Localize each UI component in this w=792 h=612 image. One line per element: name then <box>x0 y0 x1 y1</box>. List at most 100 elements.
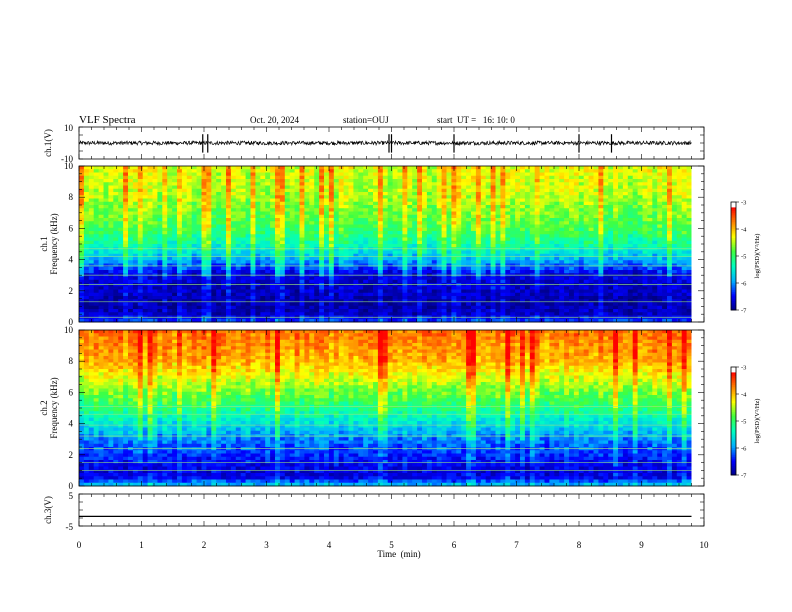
spectrogram-cell <box>181 234 188 238</box>
spectrogram-cell <box>637 198 643 203</box>
spectrogram-cell <box>289 166 295 170</box>
spectrogram-cell <box>270 185 276 190</box>
spectrogram-cell <box>603 185 609 190</box>
spectrogram-cell <box>348 195 354 199</box>
spectrogram-cell <box>490 231 496 235</box>
spectrogram-cell <box>162 179 168 183</box>
spectrogram-cell <box>627 279 634 284</box>
spectrogram-cell <box>235 185 242 190</box>
spectrogram-cell <box>132 276 139 281</box>
spectrogram-cell <box>299 192 305 196</box>
spectrogram-cell <box>583 276 589 281</box>
spectrogram-cell <box>627 192 634 196</box>
spectrogram-cell <box>569 169 575 173</box>
spectrogram-cell <box>230 182 237 186</box>
spectrogram-cell <box>642 234 648 238</box>
spectrogram-cell <box>515 205 521 209</box>
spectrogram-cell <box>412 237 418 242</box>
spectrogram-cell <box>652 169 658 173</box>
spectrogram-cell <box>377 289 384 294</box>
spectrogram-cell <box>510 175 516 180</box>
spectrogram-cell <box>265 205 271 209</box>
spectrogram-cell <box>412 208 418 212</box>
spectrogram-cell <box>529 224 536 229</box>
spectrogram-cell <box>520 192 526 196</box>
spectrogram-cell <box>235 224 242 229</box>
spectrogram-cell <box>471 234 477 238</box>
spectrogram-cell <box>289 218 295 222</box>
spectrogram-cell <box>245 286 251 290</box>
spectrogram-cell <box>177 211 183 216</box>
spectrogram-cell <box>83 198 90 203</box>
spectrogram-cell <box>392 253 398 258</box>
spectrogram-cell <box>500 286 506 290</box>
spectrogram-cell <box>250 253 256 258</box>
spectrogram-cell <box>583 244 589 248</box>
spectrogram-cell <box>284 270 291 274</box>
spectrogram-cell <box>608 266 614 271</box>
spectrogram-cell <box>279 260 286 264</box>
spectrogram-cell <box>662 253 668 258</box>
spectrogram-cell <box>569 192 575 196</box>
spectrogram-cell <box>98 179 104 183</box>
spectrogram-cell <box>544 205 550 209</box>
spectrogram-cell <box>431 179 438 183</box>
spectrogram-cell <box>132 214 139 219</box>
spectrogram-cell <box>539 231 545 235</box>
spectrogram-cell <box>265 231 271 235</box>
spectrogram-cell <box>618 224 624 229</box>
spectrogram-cell <box>338 231 344 235</box>
spectrogram-cell <box>569 263 575 268</box>
spectrogram-cell <box>441 270 447 274</box>
spectrogram-cell <box>490 218 496 222</box>
spectrogram-cell <box>578 250 585 255</box>
spectrogram-cell <box>652 240 658 245</box>
spectrogram-cell <box>412 240 418 245</box>
spectrogram-cell <box>544 221 550 225</box>
spectrogram-cell <box>676 237 683 242</box>
spectrogram-cell <box>230 276 237 281</box>
spectrogram-cell <box>279 234 286 238</box>
spectrogram-cell <box>221 221 227 225</box>
spectrogram-cell <box>397 240 403 245</box>
spectrogram-cell <box>407 234 413 238</box>
spectrogram-cell <box>642 253 648 258</box>
spectrogram-cell <box>500 244 506 248</box>
spectrogram-cell <box>343 260 349 264</box>
spectrogram-cell <box>573 279 580 284</box>
spectrogram-cell <box>260 231 266 235</box>
spectrogram-cell <box>559 221 565 225</box>
spectrogram-cell <box>417 240 423 245</box>
spectrogram-cell <box>299 179 305 183</box>
spectrogram-cell <box>426 188 433 193</box>
spectrogram-cell <box>147 208 153 212</box>
spectrogram-cell <box>632 208 638 212</box>
spectrogram-cell <box>485 205 491 209</box>
spectrogram-cell <box>618 266 624 271</box>
spectrogram-cell <box>368 198 374 203</box>
spectrogram-cell <box>358 237 364 242</box>
spectrogram-cell <box>515 201 521 206</box>
spectrogram-cell <box>407 182 413 186</box>
spectrogram-cell <box>377 234 384 238</box>
spectrogram-cell <box>451 214 457 219</box>
spectrogram-cell <box>206 260 212 264</box>
spectrogram-cell <box>240 195 246 199</box>
spectrogram-cell <box>314 266 320 271</box>
spectrogram-cell <box>123 279 129 284</box>
spectrogram-cell <box>392 234 398 238</box>
spectrogram-cell <box>98 289 104 294</box>
spectrogram-cell <box>618 250 624 255</box>
spectrogram-cell <box>284 234 291 238</box>
spectrogram-cell <box>255 279 261 284</box>
spectrogram-cell <box>662 224 668 229</box>
spectrogram-cell <box>662 276 668 281</box>
spectrogram-cell <box>627 185 634 190</box>
spectrogram-cell <box>657 214 663 219</box>
spectrogram-cell <box>559 205 565 209</box>
spectrogram-cell <box>490 266 496 271</box>
spectrogram-cell <box>260 182 266 186</box>
spectrogram-cell <box>441 188 447 193</box>
spectrogram-cell <box>578 175 585 180</box>
spectrogram-cell <box>559 169 565 173</box>
